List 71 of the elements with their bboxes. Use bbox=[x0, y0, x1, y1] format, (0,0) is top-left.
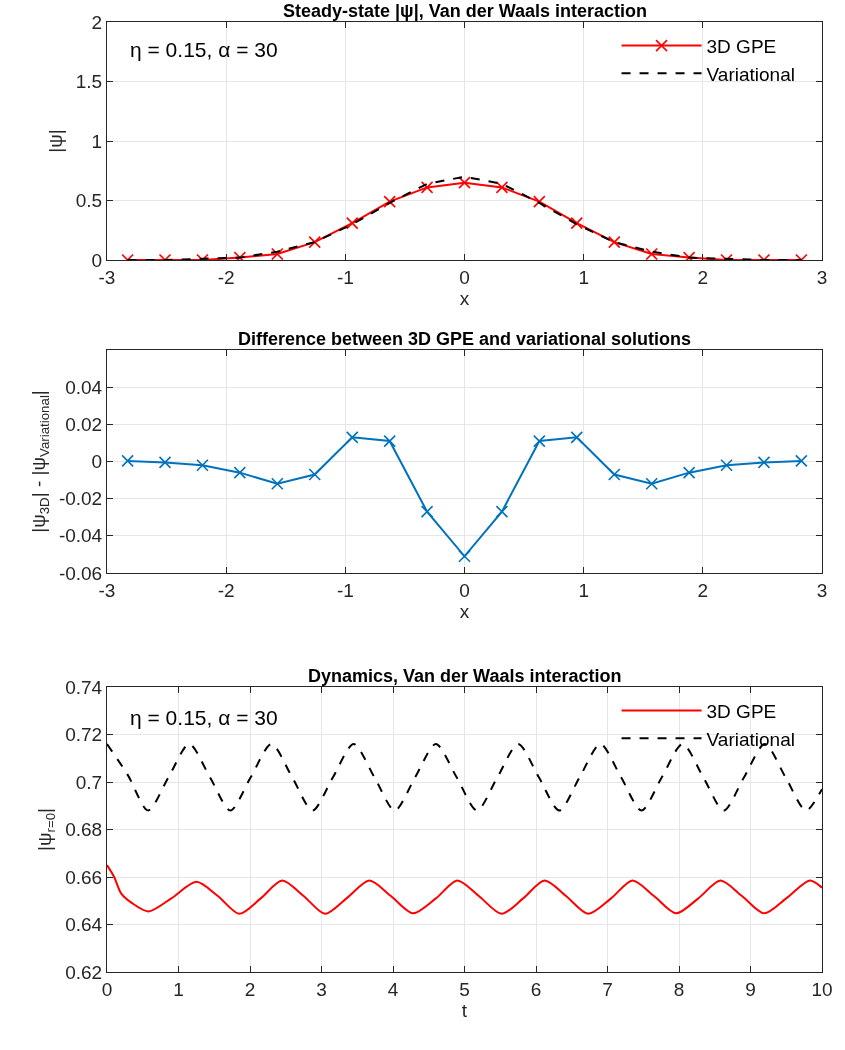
x-tick-label: 4 bbox=[387, 978, 399, 1000]
x-axis-title: t bbox=[461, 999, 468, 1021]
point bbox=[645, 477, 659, 491]
x-tick-label: 3 bbox=[316, 978, 327, 1000]
chart-title: Steady-state |ψ|, Van der Waals interaction bbox=[283, 1, 648, 21]
x-tick-label: 5 bbox=[459, 978, 470, 1000]
x-tick-label: 10 bbox=[811, 978, 833, 1000]
legend-label: 3D GPE bbox=[706, 36, 777, 58]
point bbox=[233, 466, 247, 479]
y-tick-label: 0.02 bbox=[65, 413, 103, 435]
point bbox=[121, 454, 134, 468]
legend-label: Variational bbox=[706, 63, 795, 85]
point bbox=[495, 505, 509, 518]
point bbox=[158, 456, 172, 469]
point bbox=[682, 466, 696, 479]
y-tick-label: 0.72 bbox=[65, 724, 103, 746]
x-axis-title: x bbox=[459, 287, 470, 309]
x-tick-label: 2 bbox=[697, 266, 709, 288]
x-tick-label: -2 bbox=[217, 266, 235, 288]
y-tick-label: 1.5 bbox=[75, 71, 103, 93]
point bbox=[345, 431, 359, 444]
line-series bbox=[107, 864, 822, 915]
x-tick-label: -1 bbox=[336, 579, 354, 601]
point bbox=[420, 505, 434, 518]
x-tick-label: 0 bbox=[459, 579, 470, 601]
x-tick-label: 8 bbox=[673, 978, 685, 1000]
y-tick-label: 0.5 bbox=[75, 190, 103, 212]
annotation: η = 0.15, α = 30 bbox=[130, 38, 278, 61]
x-tick-label: 1 bbox=[578, 579, 589, 601]
point bbox=[570, 431, 584, 444]
x-tick-label: 2 bbox=[697, 579, 709, 601]
x-tick-label: 3 bbox=[816, 579, 828, 601]
y-tick-label: -0.04 bbox=[58, 525, 103, 547]
x-tick-label: 1 bbox=[173, 978, 184, 1000]
y-tick-label: 0.68 bbox=[65, 819, 103, 841]
x-tick-label: 3 bbox=[816, 266, 828, 288]
y-tick-label: 0.62 bbox=[65, 961, 103, 983]
point bbox=[196, 458, 209, 472]
x-tick-label: -1 bbox=[336, 266, 354, 288]
y-tick-label: 1 bbox=[91, 130, 103, 152]
x-tick-label: 1 bbox=[578, 266, 589, 288]
y-tick-label: 0 bbox=[91, 451, 103, 473]
y-tick-label: 0.04 bbox=[65, 376, 103, 398]
x-tick-label: 2 bbox=[244, 978, 256, 1000]
y-tick-label: 0.64 bbox=[65, 914, 103, 936]
legend-label: Variational bbox=[706, 728, 795, 750]
point bbox=[533, 434, 546, 448]
y-tick-label: 0.66 bbox=[65, 866, 103, 888]
x-axis-title: x bbox=[459, 600, 470, 622]
y-tick-label: 0.7 bbox=[75, 771, 103, 793]
x-tick-label: 0 bbox=[459, 266, 470, 288]
point bbox=[458, 549, 471, 563]
point bbox=[795, 454, 808, 468]
legend-label: 3D GPE bbox=[706, 701, 777, 723]
point bbox=[383, 434, 396, 448]
point bbox=[270, 477, 284, 491]
y-tick-label: -0.02 bbox=[58, 488, 103, 510]
point bbox=[757, 456, 771, 469]
chart-title: Dynamics, Van der Waals interaction bbox=[308, 666, 622, 686]
point bbox=[308, 468, 322, 481]
x-tick-label: -2 bbox=[217, 579, 235, 601]
annotation: η = 0.15, α = 30 bbox=[130, 706, 278, 729]
chart-title: Difference between 3D GPE and variational solutions bbox=[238, 329, 692, 349]
y-tick-label: 2 bbox=[91, 11, 103, 33]
y-tick-label: 0.74 bbox=[65, 676, 103, 698]
point bbox=[607, 468, 621, 481]
x-tick-label: 9 bbox=[745, 978, 756, 1000]
x-tick-label: 6 bbox=[530, 978, 542, 1000]
x-tick-label: 7 bbox=[602, 978, 613, 1000]
y-axis-title: |ψ| bbox=[44, 129, 66, 153]
point bbox=[720, 458, 733, 472]
